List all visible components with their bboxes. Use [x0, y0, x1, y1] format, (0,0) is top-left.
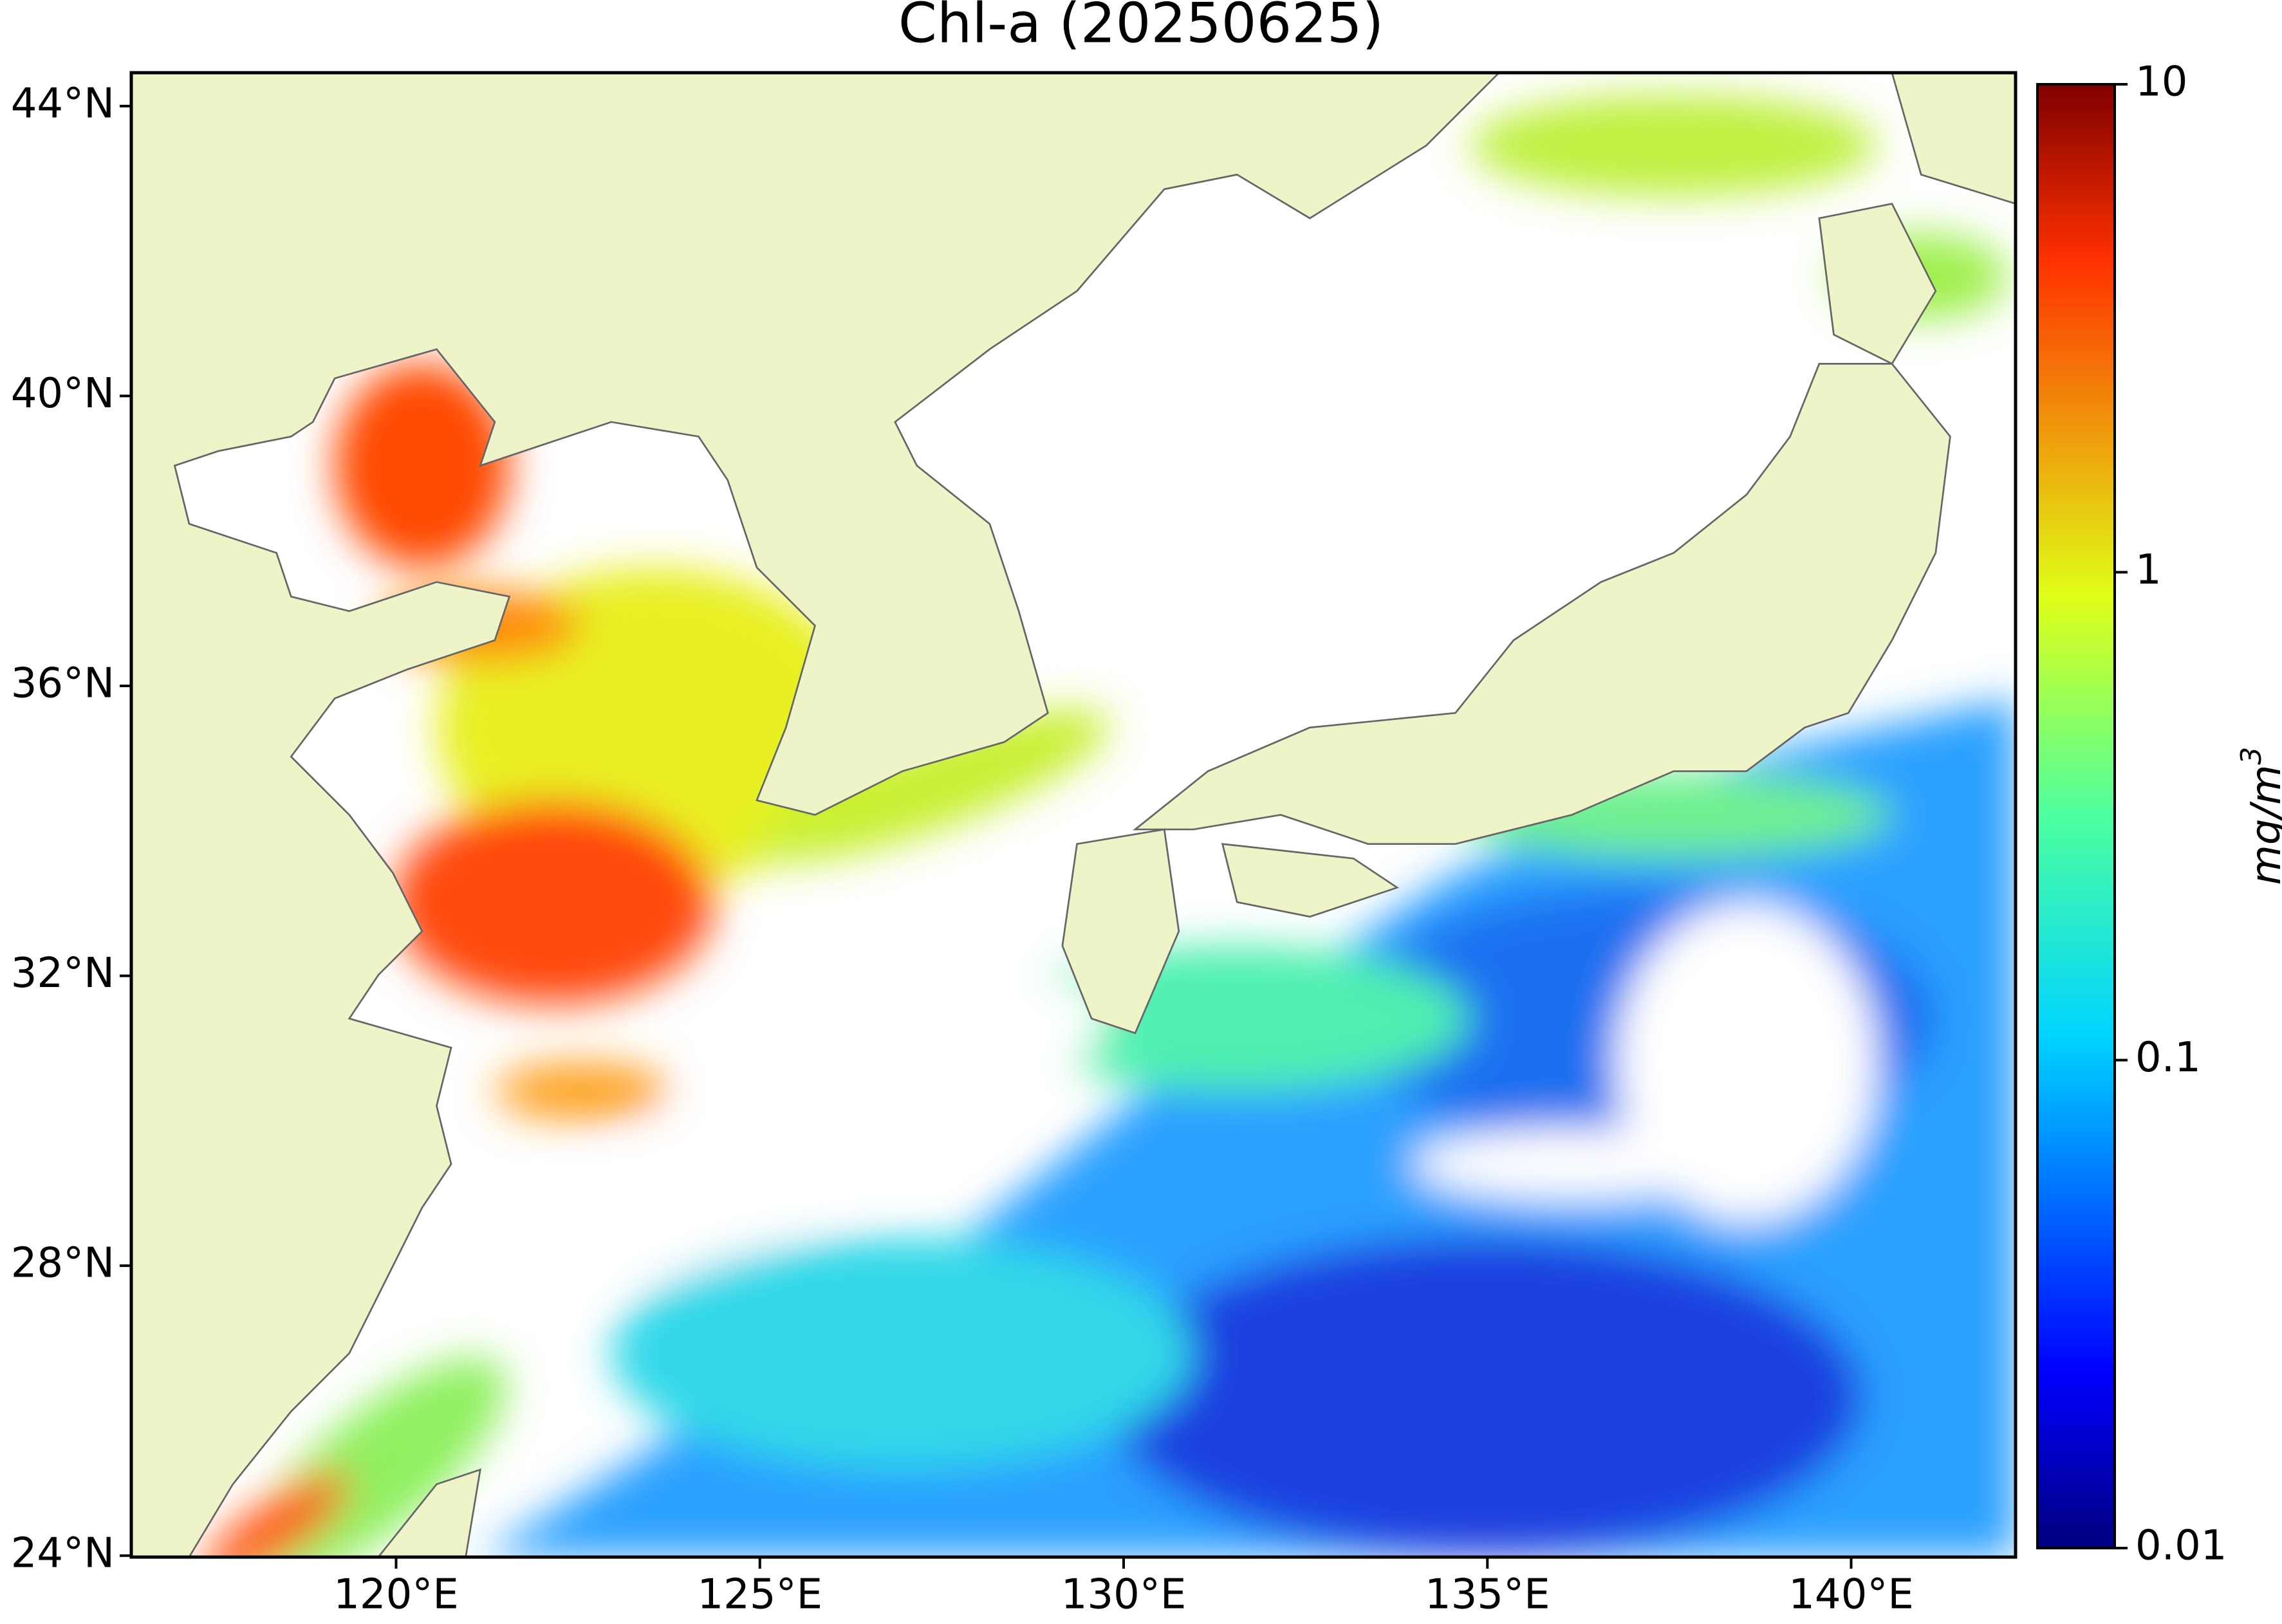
colorbar-label: mg/m3 — [2235, 747, 2282, 885]
colorbar — [2036, 83, 2116, 1549]
colorbar-tick-label: 0.01 — [2135, 1522, 2227, 1570]
x-tick-label: 120°E — [333, 1571, 459, 1619]
colorbar-tick-label: 1 — [2135, 546, 2162, 594]
x-tick-label: 130°E — [1061, 1571, 1187, 1619]
colorbar-unit-exp: 3 — [2235, 747, 2268, 765]
y-tick-label: 24°N — [11, 1529, 115, 1577]
x-tick-label: 125°E — [697, 1571, 822, 1619]
y-tick-label: 32°N — [11, 950, 115, 997]
y-tick-label: 40°N — [11, 370, 115, 418]
map-frame — [129, 71, 2018, 1559]
map-image — [131, 73, 2016, 1557]
colorbar-tick-label: 10 — [2135, 59, 2187, 106]
title: Chl-a (20250625) — [898, 0, 1384, 55]
y-tick-label: 36°N — [11, 660, 115, 708]
colorbar-tick-label: 0.1 — [2135, 1034, 2201, 1082]
colorbar-unit: mg/m — [2243, 765, 2282, 885]
y-tick-label: 28°N — [11, 1240, 115, 1287]
y-tick-label: 44°N — [11, 80, 115, 127]
x-tick-label: 140°E — [1788, 1571, 1914, 1619]
x-tick-label: 135°E — [1425, 1571, 1550, 1619]
